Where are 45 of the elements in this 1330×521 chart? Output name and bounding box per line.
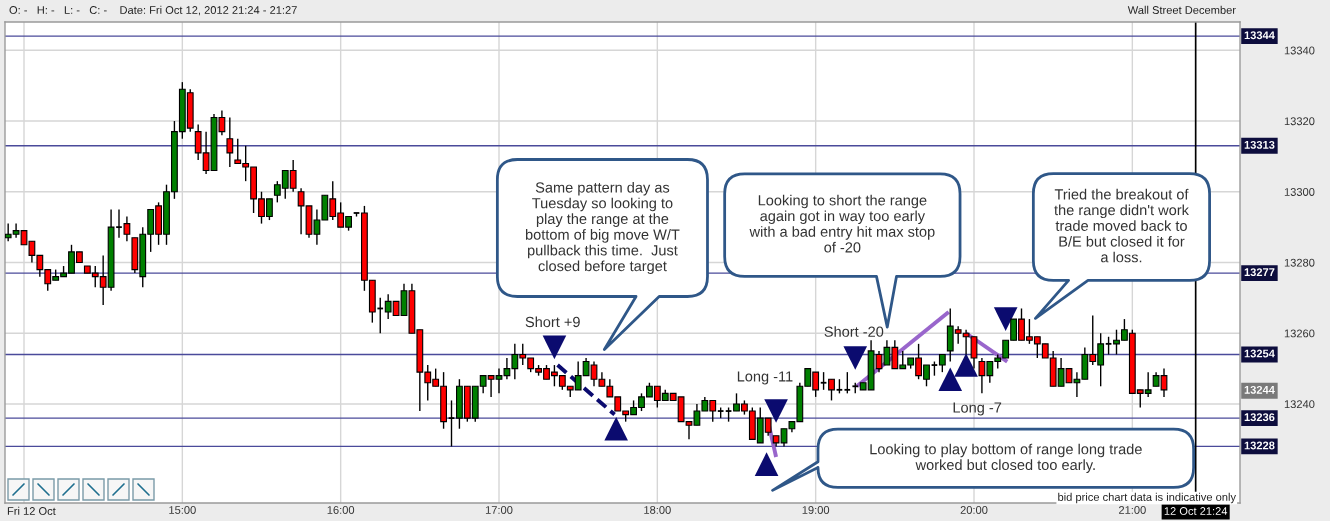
ref-line-label: 13313	[1244, 140, 1275, 149]
y-tick-label: 13260	[1284, 329, 1315, 338]
point	[542, 335, 567, 360]
ref-line-label: 13277	[1244, 268, 1275, 277]
annotation: Tried the breakout of the range didn't work trade moved back to B/E but closed it for a loss.	[1054, 188, 1189, 263]
text: 13244	[1244, 385, 1275, 394]
x-tick-label: 19:00	[802, 506, 830, 514]
chart-subtitle: Wall Street December	[1127, 5, 1236, 14]
chart-title: O: - H: - L: - C: - Date: Fri Oct 12, 2012 21:24 - 21:27	[9, 5, 297, 16]
annotation: Same pattern day as Tuesday so looking to play the range at the bottom of big move W/T pullback this time. Just closed before target	[525, 181, 680, 275]
y-tick-label: 13280	[1284, 258, 1315, 267]
x-tick-label: 16:00	[327, 506, 355, 514]
y-tick-label: 13320	[1284, 117, 1315, 126]
candlestick	[828, 378, 835, 402]
point	[843, 346, 868, 370]
x-tick-label: 15:00	[169, 506, 196, 514]
ref-line-label: 13344	[1244, 31, 1275, 40]
candlestick	[447, 399, 456, 448]
x-tick-label: 17:00	[485, 506, 513, 514]
annotation: Long -7	[953, 402, 1002, 416]
point	[604, 416, 628, 441]
annotation: Short -20	[824, 326, 884, 337]
text: Fri 12 Oct	[7, 506, 56, 515]
point	[993, 307, 1018, 331]
annotation: Long -11	[737, 371, 793, 385]
point	[954, 353, 978, 377]
y-tick-label: 13240	[1284, 400, 1315, 409]
ref-line-label: 13254	[1244, 349, 1275, 358]
x-tick-label: 18:00	[644, 506, 671, 514]
y-tick-label: 13340	[1284, 46, 1315, 55]
annotation: Looking to short the range again got in way too early with a bad entry hit max stop of -20	[749, 194, 935, 253]
y-tick-label: 13300	[1284, 188, 1315, 196]
ref-line-label: 13228	[1244, 441, 1275, 450]
x-tick-label: 20:00	[960, 506, 988, 514]
annotation: bid price chart data is indicative only	[1058, 492, 1236, 504]
annotation: Looking to play bottom of range long trade worked but closed too early.	[870, 443, 1142, 473]
candlestick	[226, 116, 234, 168]
ref-line-label: 13236	[1244, 413, 1275, 422]
ref-line-label: 12 Oct 21:24	[1164, 507, 1228, 515]
candlestick	[843, 371, 852, 395]
point	[938, 367, 963, 392]
point	[764, 399, 788, 423]
point	[754, 452, 779, 476]
annotation: Short +9	[525, 316, 580, 328]
x-tick-label: 21:00	[1118, 506, 1146, 514]
